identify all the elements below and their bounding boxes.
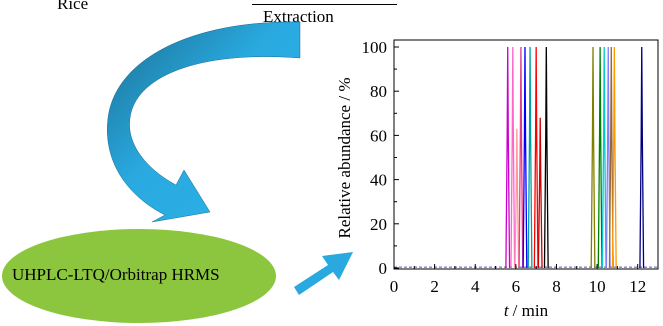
peak-trace-1: [510, 46, 516, 269]
y-tick-label-2: 40: [370, 171, 387, 190]
peak-trace-13: [608, 46, 614, 269]
peak-trace-9: [590, 46, 596, 269]
x-axis-ticks: 0 2 4 6 8 10 12: [390, 264, 646, 296]
x-axis-label-var: t: [504, 301, 510, 320]
peak-trace-7: [537, 117, 543, 269]
x-tick-label-1: 2: [430, 277, 439, 296]
peak-trace-3: [518, 46, 524, 269]
peak-trace-6: [533, 46, 539, 269]
x-tick-label-4: 8: [552, 277, 561, 296]
x-axis-label: t / min: [504, 301, 549, 320]
peak-trace-15: [639, 46, 645, 269]
straight-arrow-icon: [294, 252, 353, 295]
y-axis-label: Relative abundance / %: [335, 78, 354, 239]
x-tick-label-3: 6: [512, 277, 521, 296]
peak-trace-11: [601, 46, 607, 269]
peak-trace-2: [514, 128, 520, 269]
extraction-label: Extraction: [263, 7, 334, 26]
peak-trace-14: [611, 46, 617, 269]
peak-trace-0: [505, 46, 511, 269]
instrument-label: UHPLC-LTQ/Orbitrap HRMS: [12, 265, 220, 284]
extraction-line: [252, 4, 397, 5]
y-tick-label-3: 60: [370, 126, 387, 145]
curved-arrow-icon: [107, 21, 301, 223]
plot-frame: [393, 39, 659, 270]
peak-trace-4: [522, 46, 528, 269]
y-tick-label-5: 100: [362, 38, 388, 57]
x-tick-label-2: 4: [471, 277, 480, 296]
peak-trace-8: [543, 46, 549, 269]
peak-trace-5: [527, 46, 533, 269]
x-axis-label-unit: / min: [513, 301, 549, 320]
rice-label: Rice: [57, 0, 89, 13]
x-tick-label-5: 10: [589, 277, 606, 296]
peak-trace-10: [597, 46, 603, 269]
instrument-ellipse: [2, 229, 276, 323]
y-tick-label-4: 80: [370, 82, 387, 101]
y-axis-ticks: 0 20 40 60 80 100: [362, 38, 399, 278]
chromatogram-peaks: [394, 46, 658, 269]
y-tick-label-1: 20: [370, 215, 387, 234]
peak-trace-12: [605, 46, 611, 269]
y-tick-label-0: 0: [379, 259, 388, 278]
x-tick-label-0: 0: [390, 277, 399, 296]
x-tick-label-6: 12: [629, 277, 646, 296]
